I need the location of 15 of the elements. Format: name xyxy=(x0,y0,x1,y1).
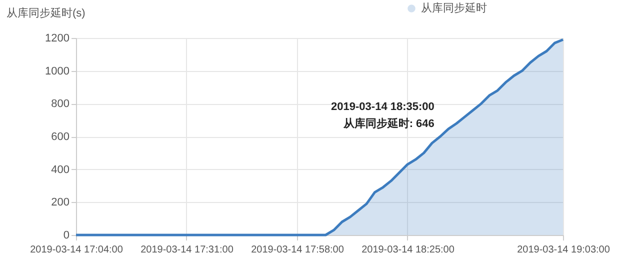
x-tick-label: 2019-03-14 17:04:00 xyxy=(30,244,124,256)
y-axis-title: 从库同步延时(s) xyxy=(6,6,86,20)
x-tick-label: 2019-03-14 19:03:00 xyxy=(517,244,610,256)
y-tick-label: 400 xyxy=(51,164,70,176)
y-tick-label: 0 xyxy=(63,230,70,242)
x-tick-label: 2019-03-14 18:25:00 xyxy=(362,244,455,256)
y-tick-label: 600 xyxy=(51,131,70,143)
x-tick-label: 2019-03-14 17:31:00 xyxy=(140,244,234,256)
y-tick-label: 1200 xyxy=(45,32,70,44)
legend-label: 从库同步延时 xyxy=(421,2,487,14)
x-tick-label: 2019-03-14 17:58:00 xyxy=(251,244,344,256)
y-tick-label: 800 xyxy=(51,98,70,110)
annotation: 2019-03-14 18:35:00 从库同步延时: 646 xyxy=(331,100,434,130)
y-tick-label: 1000 xyxy=(45,65,70,78)
y-tick-label: 200 xyxy=(51,196,70,209)
